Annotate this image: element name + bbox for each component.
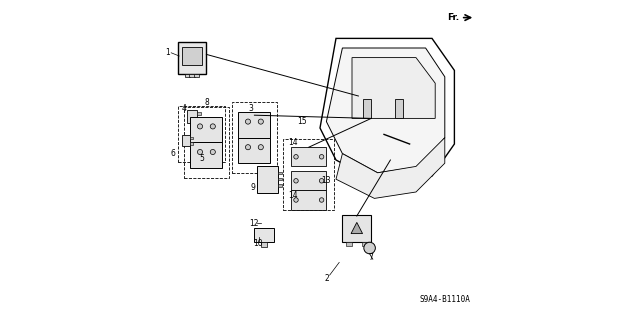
- Circle shape: [259, 145, 264, 150]
- Bar: [253, 228, 275, 243]
- Text: 5: 5: [199, 154, 204, 163]
- Text: Fr.: Fr.: [447, 13, 460, 22]
- Circle shape: [246, 119, 251, 124]
- Bar: [185, 74, 190, 77]
- Text: 4: 4: [182, 104, 186, 113]
- Polygon shape: [351, 222, 362, 234]
- Polygon shape: [326, 48, 445, 173]
- Bar: [278, 184, 282, 187]
- Bar: [364, 99, 371, 118]
- Bar: [179, 106, 225, 163]
- Bar: [261, 243, 268, 247]
- Bar: [189, 74, 195, 77]
- Circle shape: [197, 149, 202, 155]
- Bar: [278, 172, 282, 174]
- Bar: [232, 102, 277, 173]
- Polygon shape: [352, 58, 435, 118]
- Circle shape: [319, 198, 324, 202]
- Bar: [257, 166, 278, 193]
- Circle shape: [294, 155, 298, 159]
- Text: 10: 10: [253, 239, 262, 248]
- Circle shape: [364, 242, 375, 254]
- Bar: [189, 137, 193, 139]
- Bar: [342, 215, 371, 243]
- Text: 7: 7: [369, 253, 374, 262]
- Bar: [291, 171, 326, 190]
- Bar: [239, 138, 270, 163]
- Bar: [195, 74, 200, 77]
- Text: S9A4-B1110A: S9A4-B1110A: [420, 295, 470, 304]
- Bar: [191, 117, 223, 142]
- Text: 12: 12: [250, 220, 259, 228]
- Bar: [346, 243, 352, 246]
- Bar: [189, 142, 193, 145]
- Bar: [278, 178, 282, 180]
- Circle shape: [259, 119, 264, 124]
- Circle shape: [197, 124, 202, 129]
- Bar: [197, 119, 201, 121]
- Text: 14: 14: [288, 191, 298, 200]
- Text: 2: 2: [324, 274, 329, 283]
- Text: 1: 1: [166, 48, 170, 57]
- Bar: [362, 243, 368, 246]
- Bar: [291, 190, 326, 210]
- Circle shape: [210, 124, 215, 129]
- Bar: [197, 112, 201, 115]
- Bar: [283, 139, 334, 210]
- Text: 3: 3: [249, 104, 253, 113]
- Bar: [182, 47, 202, 65]
- Circle shape: [210, 149, 215, 155]
- Bar: [184, 107, 229, 178]
- Text: 8: 8: [204, 98, 209, 107]
- Polygon shape: [336, 138, 445, 198]
- Circle shape: [319, 155, 324, 159]
- Text: 14: 14: [288, 138, 298, 147]
- Circle shape: [294, 198, 298, 202]
- Text: 15: 15: [298, 117, 307, 126]
- Bar: [187, 110, 197, 123]
- Bar: [191, 142, 223, 168]
- Circle shape: [246, 145, 251, 150]
- Text: 6: 6: [170, 149, 175, 158]
- Bar: [291, 147, 326, 166]
- Bar: [179, 42, 205, 74]
- Circle shape: [319, 179, 324, 183]
- Bar: [239, 112, 270, 138]
- Bar: [182, 135, 189, 147]
- Text: 9: 9: [250, 183, 255, 192]
- Circle shape: [294, 179, 298, 183]
- Bar: [396, 99, 403, 118]
- Text: 13: 13: [321, 176, 332, 185]
